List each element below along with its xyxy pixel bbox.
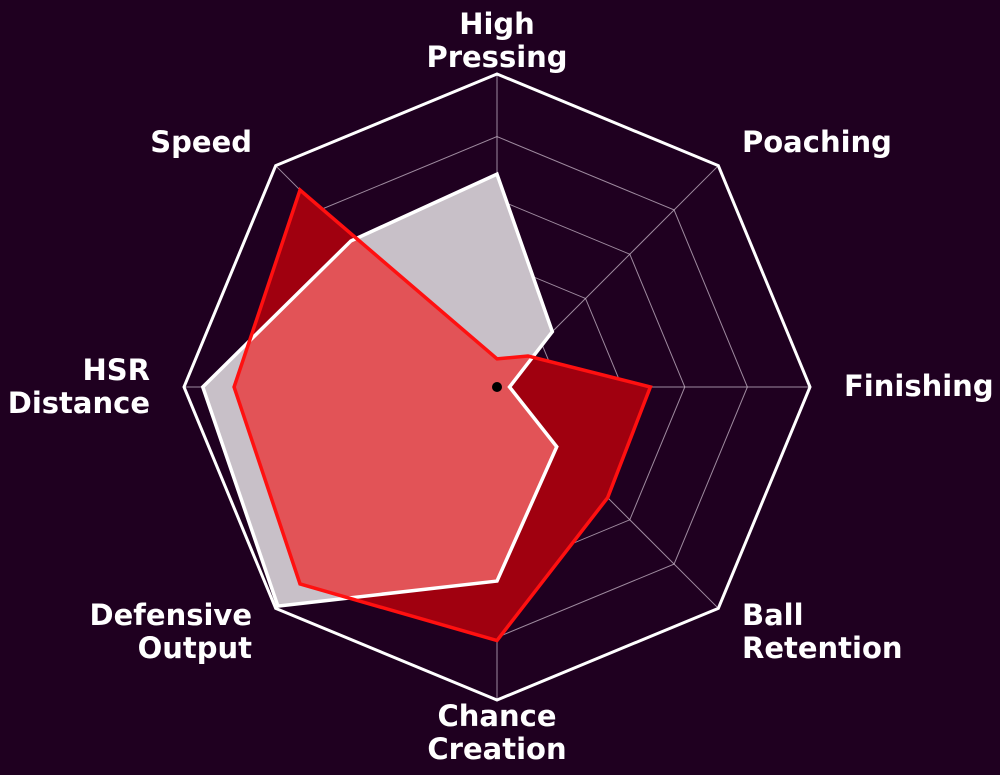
axis-label-line: Output — [138, 631, 253, 665]
axis-labels: High Pressing Poaching Finishing Ball Retenti… — [8, 7, 994, 766]
axis-label-line: Chance — [437, 699, 556, 733]
series-layer — [200, 171, 653, 643]
player-a-line — [200, 171, 559, 609]
axis-label-line: Ball — [742, 598, 804, 632]
outer-ring — [182, 72, 812, 702]
axis-label: Defensive Output — [90, 598, 253, 665]
center-point — [492, 382, 502, 392]
player-b-line — [232, 187, 653, 643]
axis-label-line: HSR — [83, 353, 151, 387]
axis-label-line: Distance — [8, 386, 150, 420]
axis-label: Ball Retention — [742, 598, 903, 665]
axis-label: High Pressing — [426, 7, 567, 74]
axis-label: Chance Creation — [427, 699, 566, 766]
axis-label-line: Poaching — [742, 125, 892, 159]
axis-label-line: Retention — [742, 631, 903, 665]
axis-label-line: Finishing — [844, 369, 994, 403]
axis-label-line: Defensive — [90, 598, 252, 632]
axis-label: Poaching — [742, 125, 892, 159]
axis-label-line: Creation — [427, 732, 566, 766]
axis-label-line: High — [459, 7, 535, 41]
axis-label: Speed — [150, 125, 252, 159]
axis-label: Finishing — [844, 369, 994, 403]
axis-label: HSR Distance — [8, 353, 150, 420]
axis-label-line: Pressing — [426, 40, 567, 74]
axis-label-line: Speed — [150, 125, 252, 159]
